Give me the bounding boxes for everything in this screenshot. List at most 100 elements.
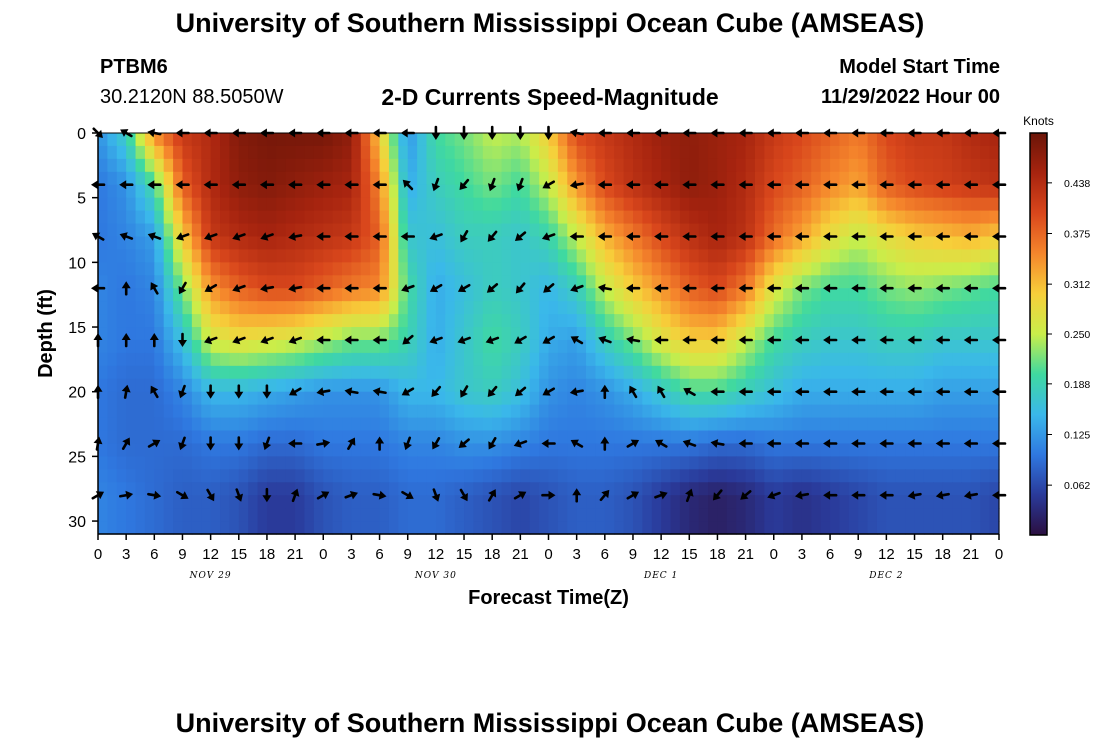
heatmap-cell [567,133,578,147]
heatmap-cell [801,249,812,263]
current-arrow [598,335,612,345]
current-arrow [907,180,922,190]
heatmap-cell [670,327,681,341]
heatmap-cell [848,275,859,289]
heatmap-cell [557,339,568,354]
heatmap-cell [886,469,897,483]
heatmap-cell [342,404,353,419]
heatmap-cell [820,184,831,199]
heatmap-cell [726,404,737,419]
heatmap-cell [276,352,287,367]
heatmap-cell [220,482,230,496]
heatmap-cell [417,275,428,289]
heatmap-cell [623,365,634,380]
heatmap-cell [792,133,803,147]
heatmap-cell [313,314,324,328]
heatmap-cell [417,171,428,186]
heatmap-cell [820,508,831,522]
heatmap-cell [501,301,512,315]
heatmap-cell [642,327,653,341]
heatmap-cell [642,482,653,496]
heatmap-cell [295,417,306,432]
heatmap-cell [642,314,653,328]
colorbar: Knots 0.4380.3750.3120.2500.1880.1250.06… [1023,114,1090,536]
heatmap-cell [745,404,756,419]
heatmap-cell [182,521,193,535]
heatmap-cell [201,430,212,445]
heatmap-cell [210,288,221,302]
current-arrow [851,387,866,397]
heatmap-cell [632,404,643,419]
heatmap-cell [388,521,399,535]
heatmap-cell [839,339,850,354]
heatmap-cell [454,469,465,483]
heatmap-cell [229,482,240,496]
heatmap-cell [961,249,972,263]
heatmap-cell [689,236,700,251]
heatmap-cell [360,482,371,496]
heatmap-cell [210,456,221,470]
heatmap-cell [360,352,371,367]
heatmap-cell [858,171,869,186]
heatmap-cell [595,327,606,341]
heatmap-cell [670,145,681,160]
heatmap-cell [923,469,934,483]
heatmap-cell [116,430,127,445]
heatmap-cell [970,521,981,535]
heatmap-cell [435,197,446,212]
heatmap-cell [248,430,259,445]
heatmap-cell [858,404,869,419]
heatmap-cell [942,327,953,341]
heatmap-cell [276,404,287,419]
heatmap-cell [191,236,202,251]
heatmap-cell [173,171,184,186]
current-arrow [823,180,838,190]
heatmap-cell [604,352,615,367]
heatmap-cell [698,301,709,315]
heatmap-cell [970,158,981,173]
heatmap-cell [388,210,399,225]
heatmap-cell [961,378,972,393]
heatmap-cell [942,314,953,328]
heatmap-cell [970,249,981,263]
heatmap-cell [961,262,972,276]
heatmap-cell [107,391,118,406]
heatmap-cell [182,158,193,173]
heatmap-cell [576,158,587,173]
heatmap-cell [407,327,418,341]
heatmap-cell [220,508,230,522]
heatmap-cell [201,352,212,367]
heatmap-cell [426,469,437,483]
heatmap-cell [135,275,146,289]
heatmap-cell [830,469,841,483]
heatmap-cell [970,275,981,289]
heatmap-cell [173,404,184,419]
heatmap-cell [914,352,925,367]
heatmap-cell [764,197,775,212]
heatmap-cell [529,145,540,160]
heatmap-cell [510,197,521,212]
heatmap-cell [567,223,578,238]
heatmap-cell [961,482,972,496]
heatmap-cell [332,288,343,302]
heatmap-cell [388,339,399,354]
heatmap-cell [961,456,972,470]
heatmap-cell [360,171,371,186]
current-arrow [344,180,359,190]
heatmap-cell [304,339,315,354]
heatmap-cell [539,508,550,522]
heatmap-cell [266,521,277,535]
heatmap-cell [323,327,334,341]
heatmap-cell [595,184,606,199]
heatmap-cell [370,521,381,535]
current-arrow [599,489,610,502]
heatmap-cell [717,184,728,199]
heatmap-cell [210,404,221,419]
heatmap-cell [473,249,484,263]
heatmap-cell [492,443,503,457]
heatmap-cell [586,327,597,341]
heatmap-cell [604,314,615,328]
heatmap-cell [886,133,897,147]
heatmap-cell [839,301,850,315]
